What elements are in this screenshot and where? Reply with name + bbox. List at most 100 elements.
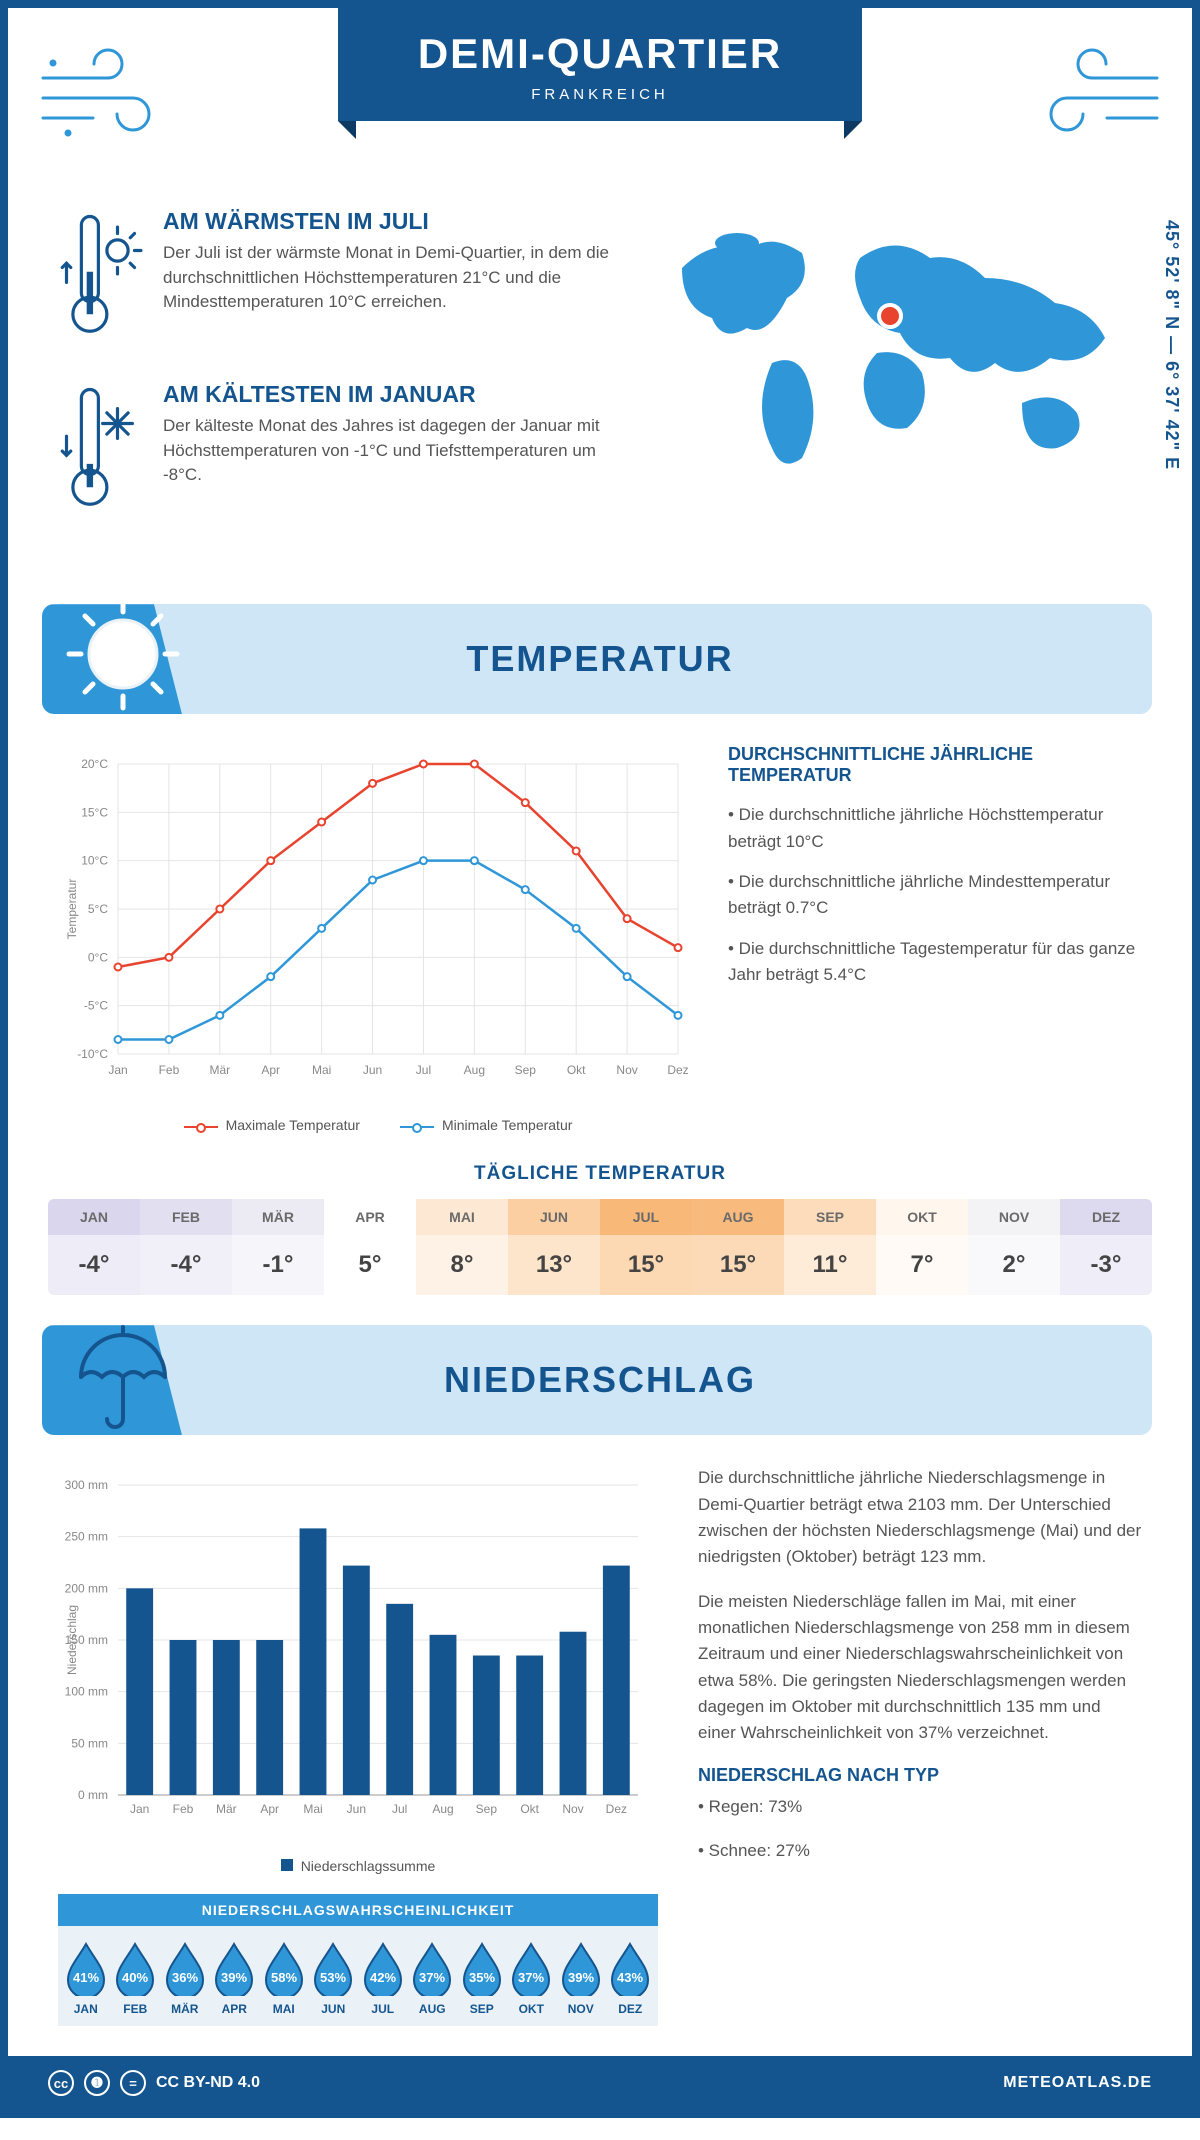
month-value: -4°	[140, 1235, 232, 1295]
svg-text:Apr: Apr	[260, 1802, 279, 1816]
month-value: 7°	[876, 1235, 968, 1295]
infographic-page: DEMI-QUARTIER FRANKREICH 45° 52' 8" N — …	[0, 0, 1200, 2118]
svg-text:37%: 37%	[419, 1970, 445, 1985]
section-title: TEMPERATUR	[466, 638, 733, 680]
svg-text:Jun: Jun	[347, 1802, 366, 1816]
prob-drop: 43%DEZ	[607, 1940, 655, 2016]
precip-column: 0 mm50 mm100 mm150 mm200 mm250 mm300 mmJ…	[58, 1465, 658, 2026]
svg-text:Dez: Dez	[606, 1802, 627, 1816]
prob-drop: 37%OKT	[508, 1940, 556, 2016]
precip-probability-box: NIEDERSCHLAGSWAHRSCHEINLICHKEIT 41%JAN40…	[58, 1894, 658, 2026]
prob-drop: 36%MÄR	[161, 1940, 209, 2016]
svg-text:Temperatur: Temperatur	[65, 879, 79, 940]
world-map	[642, 208, 1142, 554]
svg-text:40%: 40%	[122, 1970, 148, 1985]
month-header: JUN	[508, 1199, 600, 1235]
svg-text:-10°C: -10°C	[77, 1047, 108, 1061]
svg-text:58%: 58%	[271, 1970, 297, 1985]
svg-text:50 mm: 50 mm	[71, 1737, 108, 1751]
svg-text:Mär: Mär	[216, 1802, 237, 1816]
title-banner: DEMI-QUARTIER FRANKREICH	[338, 8, 862, 121]
month-value: 13°	[508, 1235, 600, 1295]
month-value: 11°	[784, 1235, 876, 1295]
prob-drop: 41%JAN	[62, 1940, 110, 2016]
svg-text:20°C: 20°C	[81, 757, 108, 771]
location-marker	[879, 305, 901, 327]
month-header: MAI	[416, 1199, 508, 1235]
svg-text:Jun: Jun	[363, 1063, 382, 1077]
svg-text:36%: 36%	[172, 1970, 198, 1985]
svg-text:-5°C: -5°C	[84, 999, 108, 1013]
svg-text:10°C: 10°C	[81, 854, 108, 868]
month-value: 15°	[692, 1235, 784, 1295]
sun-icon	[63, 594, 183, 714]
precip-summary: Die durchschnittliche jährliche Niedersc…	[698, 1465, 1142, 2026]
location-title: DEMI-QUARTIER	[418, 30, 782, 78]
svg-text:5°C: 5°C	[88, 902, 108, 916]
license-label: CC BY-ND 4.0	[156, 2074, 260, 2092]
month-header: DEZ	[1060, 1199, 1152, 1235]
prob-drop: 53%JUN	[310, 1940, 358, 2016]
thermometer-cold-icon	[58, 381, 143, 524]
prob-drop: 40%FEB	[112, 1940, 160, 2016]
svg-text:Apr: Apr	[261, 1063, 280, 1077]
brand-label: METEOATLAS.DE	[1003, 2074, 1152, 2092]
svg-text:Niederschlag: Niederschlag	[65, 1605, 79, 1675]
month-header: JAN	[48, 1199, 140, 1235]
temperature-summary: DURCHSCHNITTLICHE JÄHRLICHE TEMPERATUR •…	[728, 744, 1142, 1133]
section-title: NIEDERSCHLAG	[444, 1359, 756, 1401]
precip-paragraph: Die meisten Niederschläge fallen im Mai,…	[698, 1589, 1142, 1747]
svg-text:Mai: Mai	[312, 1063, 331, 1077]
svg-text:100 mm: 100 mm	[65, 1685, 108, 1699]
temperature-chart: -10°C-5°C0°C5°C10°C15°C20°CJanFebMärAprM…	[58, 744, 698, 1133]
svg-text:Okt: Okt	[520, 1802, 539, 1816]
wind-icon	[1022, 38, 1162, 148]
svg-text:Nov: Nov	[562, 1802, 583, 1816]
month-value: 8°	[416, 1235, 508, 1295]
month-header: APR	[324, 1199, 416, 1235]
precip-bar-chart: 0 mm50 mm100 mm150 mm200 mm250 mm300 mmJ…	[58, 1465, 658, 1845]
nd-icon: =	[120, 2070, 146, 2096]
summary-title: DURCHSCHNITTLICHE JÄHRLICHE TEMPERATUR	[728, 744, 1142, 786]
svg-text:Jan: Jan	[108, 1063, 127, 1077]
month-header: OKT	[876, 1199, 968, 1235]
facts-row: AM WÄRMSTEN IM JULI Der Juli ist der wär…	[8, 188, 1192, 594]
fact-warm-title: AM WÄRMSTEN IM JULI	[163, 208, 612, 235]
prob-drop: 37%AUG	[409, 1940, 457, 2016]
svg-text:Jul: Jul	[416, 1063, 431, 1077]
prob-drop: 42%JUL	[359, 1940, 407, 2016]
precip-paragraph: Die durchschnittliche jährliche Niedersc…	[698, 1465, 1142, 1570]
svg-text:15°C: 15°C	[81, 806, 108, 820]
header: DEMI-QUARTIER FRANKREICH	[8, 8, 1192, 188]
month-header: AUG	[692, 1199, 784, 1235]
svg-text:250 mm: 250 mm	[65, 1530, 108, 1544]
location-country: FRANKREICH	[418, 86, 782, 103]
svg-text:39%: 39%	[568, 1970, 594, 1985]
prob-drop: 58%MAI	[260, 1940, 308, 2016]
svg-text:Mär: Mär	[209, 1063, 230, 1077]
month-header: SEP	[784, 1199, 876, 1235]
svg-text:0 mm: 0 mm	[78, 1788, 108, 1802]
svg-text:42%: 42%	[370, 1970, 396, 1985]
prob-drop: 35%SEP	[458, 1940, 506, 2016]
temperature-legend: Maximale Temperatur Minimale Temperatur	[58, 1117, 698, 1133]
umbrella-icon	[63, 1315, 173, 1435]
summary-bullet: • Die durchschnittliche Tagestemperatur …	[728, 936, 1142, 989]
section-header-precip: NIEDERSCHLAG	[48, 1325, 1152, 1435]
svg-text:Okt: Okt	[567, 1063, 586, 1077]
fact-warm-text: Der Juli ist der wärmste Monat in Demi-Q…	[163, 241, 612, 315]
fact-coldest: AM KÄLTESTEN IM JANUAR Der kälteste Mona…	[58, 381, 612, 524]
prob-drop: 39%APR	[211, 1940, 259, 2016]
prob-title: NIEDERSCHLAGSWAHRSCHEINLICHKEIT	[58, 1894, 658, 1926]
svg-text:300 mm: 300 mm	[65, 1478, 108, 1492]
precip-legend: Niederschlagssumme	[58, 1858, 658, 1874]
daily-temp-table: JANFEBMÄRAPRMAIJUNJULAUGSEPOKTNOVDEZ-4°-…	[48, 1199, 1152, 1295]
svg-text:Mai: Mai	[303, 1802, 322, 1816]
month-value: -3°	[1060, 1235, 1152, 1295]
svg-text:Feb: Feb	[159, 1063, 180, 1077]
summary-bullet: • Die durchschnittliche jährliche Höchst…	[728, 802, 1142, 855]
fact-warmest: AM WÄRMSTEN IM JULI Der Juli ist der wär…	[58, 208, 612, 351]
month-value: -4°	[48, 1235, 140, 1295]
svg-text:Aug: Aug	[464, 1063, 485, 1077]
svg-text:Sep: Sep	[476, 1802, 498, 1816]
